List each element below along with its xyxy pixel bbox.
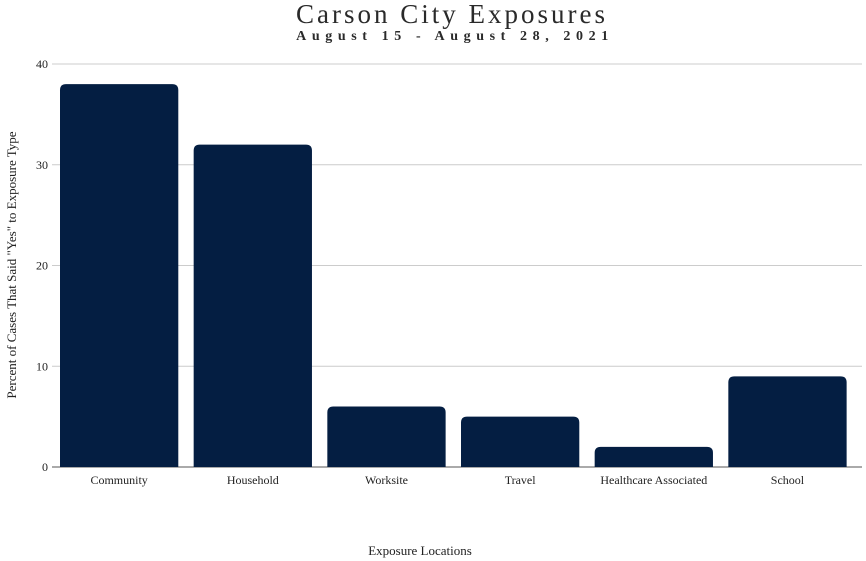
chart-subtitle: August 15 - August 28, 2021: [296, 29, 614, 44]
y-tick-label: 20: [36, 259, 48, 273]
bars: [60, 84, 847, 468]
x-axis-ticks: Community Household Worksite Travel Healthca…: [90, 473, 804, 487]
x-tick-label: Healthcare Associated: [600, 473, 707, 487]
y-tick-label: 10: [36, 359, 48, 373]
x-tick-label: Community: [90, 473, 147, 487]
y-tick-label: 0: [42, 460, 48, 474]
x-tick-label: Household: [227, 473, 279, 487]
y-tick-label: 40: [36, 57, 48, 71]
x-axis-title: Exposure Locations: [368, 543, 472, 558]
bar-household: [193, 144, 312, 467]
bar-travel: [461, 416, 580, 467]
bar-healthcare-associated: [594, 446, 713, 467]
bar-community: [60, 84, 179, 468]
chart-title: Carson City Exposures: [296, 0, 608, 29]
bar-school: [728, 376, 847, 467]
x-tick-label: Worksite: [365, 473, 408, 487]
y-axis-ticks: 0 10 20 30 40: [36, 57, 48, 474]
y-axis-title: Percent of Cases That Said "Yes" to Expo…: [4, 131, 19, 398]
x-tick-label: School: [771, 473, 805, 487]
y-tick-label: 30: [36, 158, 48, 172]
gridlines: [52, 63, 862, 468]
x-tick-label: Travel: [505, 473, 537, 487]
bar-worksite: [327, 406, 446, 467]
